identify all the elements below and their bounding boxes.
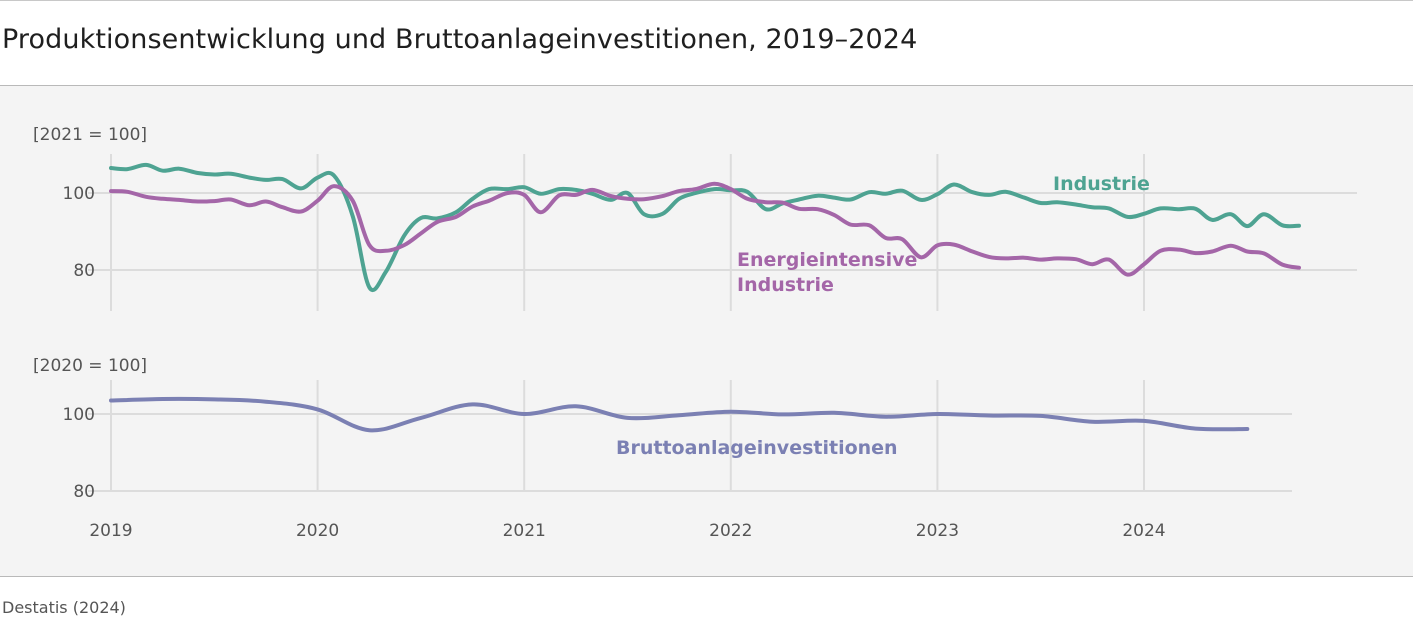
- y-tick-label: 80: [73, 261, 95, 281]
- series-label: Energieintensive Industrie: [737, 249, 917, 296]
- x-tick-label: 2019: [89, 521, 132, 541]
- series-label-line: Industrie: [1053, 173, 1150, 195]
- unit-label: [2021 = 100]: [33, 125, 147, 145]
- series-label: Bruttoanlageinvestitionen: [616, 437, 898, 459]
- series-label: Industrie: [1053, 173, 1150, 195]
- source-note: Destatis (2024): [2, 598, 126, 617]
- x-tick-label: 2024: [1122, 521, 1165, 541]
- series-label-line: Bruttoanlageinvestitionen: [616, 437, 898, 459]
- y-tick-label: 100: [63, 184, 95, 204]
- x-tick-label: 2020: [296, 521, 339, 541]
- y-tick-label: 100: [63, 405, 95, 425]
- series-label-line: Energieintensive: [737, 249, 917, 271]
- x-tick-label: 2021: [503, 521, 546, 541]
- chart-panel: 80 100 [2021 = 100] Industrie Energieintensi…: [0, 85, 1413, 577]
- series-label-line: Industrie: [737, 274, 834, 296]
- series-line-1-2: [109, 181, 1301, 277]
- y-tick-label: 80: [73, 482, 95, 502]
- chart-2: 80 100 [2020 = 100] Bruttoanlageinvestition…: [33, 356, 1292, 502]
- unit-label: [2020 = 100]: [33, 356, 147, 376]
- x-tick-label: 2023: [916, 521, 959, 541]
- top-rule: [0, 0, 1413, 1]
- x-tick-label: 2022: [709, 521, 752, 541]
- series-line-1-1: [109, 162, 1301, 293]
- page-title: Produktionsentwicklung und Bruttoanlagei…: [2, 24, 918, 55]
- series-line-2-1: [109, 396, 1250, 433]
